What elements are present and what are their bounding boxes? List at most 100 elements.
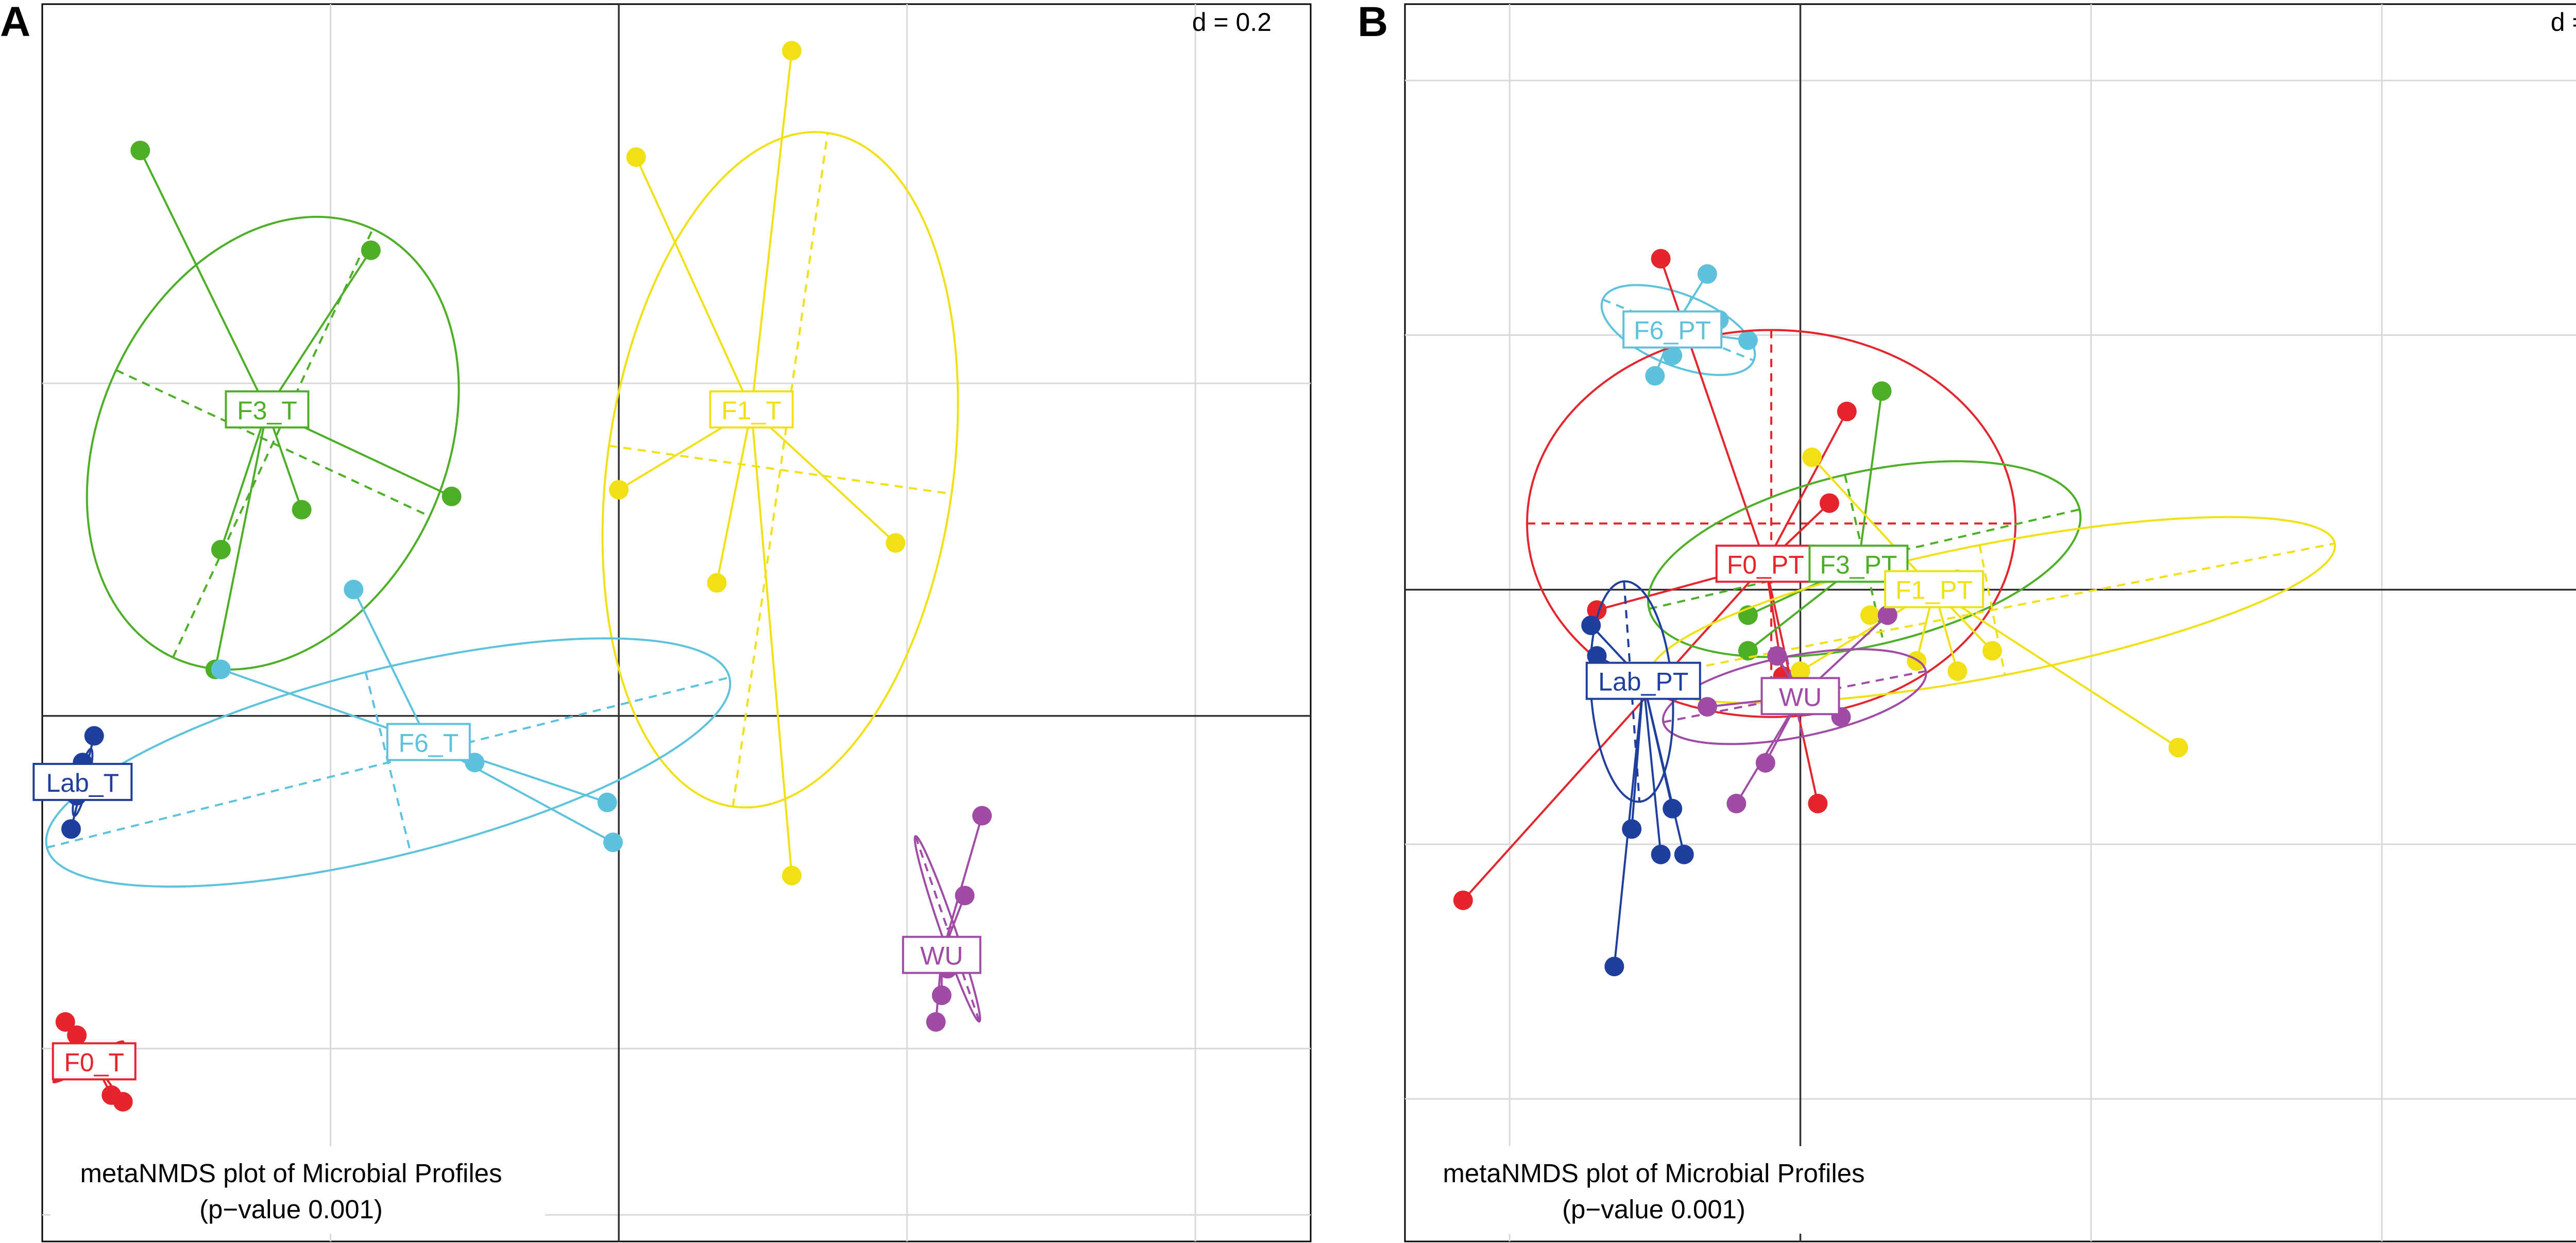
plot-frame-a: [41, 3, 1312, 1242]
group-label-text-f0-t-a: F0_T: [64, 1048, 124, 1077]
group-label-f6-pt-b: F6_PT: [1622, 310, 1723, 349]
group-lab-pt-b: [1581, 580, 1694, 977]
group-label-box-f1-t-a: [709, 390, 794, 429]
group-label-text-f3-t-a: F3_T: [237, 396, 297, 425]
group-label-f1-pt-b: F1_PT: [1884, 570, 1985, 608]
caption-line1-a: metaNMDS plot of Microbial Profiles: [80, 1159, 502, 1188]
panel-letter-a: A: [0, 0, 30, 45]
point-f1-pt-b-1: [1790, 661, 1810, 681]
plot-frame-b: [1404, 3, 2576, 1242]
point-lab-pt-b-5: [1674, 844, 1694, 864]
point-f1-pt-b-4: [1947, 661, 1968, 681]
point-f0-pt-b-6: [1453, 890, 1473, 910]
point-f0-pt-b-2: [1819, 493, 1839, 513]
group-f1-t-a: [601, 41, 959, 886]
point-wu-a-3: [931, 985, 952, 1006]
point-f3-t-a-4: [211, 539, 231, 559]
caption-line2-a: (p−value 0.001): [199, 1195, 383, 1224]
point-wu-b-2: [1697, 697, 1717, 717]
group-label-box-f0-t-a: [52, 1042, 137, 1081]
point-f1-t-a-4: [707, 573, 727, 593]
point-f1-pt-b-0: [1802, 447, 1822, 467]
spoke-f3-t-a-5: [214, 410, 268, 670]
group-label-text-f6-t-a: F6_T: [398, 728, 459, 757]
point-wu-a-1: [955, 886, 975, 906]
d-scale-label-b: d = 0.2: [2551, 8, 2576, 37]
point-f6-pt-b-6: [1645, 366, 1665, 386]
spoke-f1-t-a-5: [750, 410, 793, 876]
axes-b: [1405, 4, 2576, 1241]
point-f3-t-a-2: [442, 486, 462, 506]
point-f1-t-a-2: [609, 480, 629, 500]
spoke-f1-t-a-0: [750, 50, 793, 410]
caption-line1-b: metaNMDS plot of Microbial Profiles: [1443, 1159, 1865, 1188]
point-wu-a-0: [972, 806, 992, 826]
group-label-box-lab-pt-b: [1585, 661, 1701, 700]
group-label-box-f0-pt-b: [1715, 544, 1816, 583]
point-f0-t-a-1: [67, 1025, 87, 1045]
point-wu-b-1: [1767, 646, 1787, 666]
spoke-f0-pt-b-0: [1659, 258, 1767, 565]
group-label-box-wu-b: [1760, 677, 1840, 716]
point-f3-t-a-3: [292, 500, 312, 520]
point-f0-pt-b-0: [1651, 249, 1671, 269]
group-label-lab-t-a: Lab_T: [32, 762, 133, 801]
spoke-wu-a-0: [940, 815, 984, 956]
group-label-f1-t-a: F1_T: [709, 390, 794, 429]
group-label-text-f1-t-a: F1_T: [721, 396, 782, 425]
point-f1-t-a-5: [782, 865, 802, 886]
group-label-box-f6-pt-b: [1622, 310, 1723, 349]
ellipse-major-axis-f1-pt-b: [1649, 542, 2335, 678]
ellipse-major-axis-lab-pt-b: [1623, 581, 1641, 802]
spoke-f3-t-a-4: [220, 410, 268, 550]
spoke-f1-t-a-4: [716, 410, 753, 583]
point-lab-pt-b-2: [1622, 819, 1642, 839]
point-lab-t-a-0: [84, 726, 104, 746]
group-f3-t-a: [86, 141, 462, 679]
group-label-wu-b: WU: [1760, 677, 1840, 716]
group-label-f3-t-a: F3_T: [225, 390, 310, 429]
point-lab-pt-b-0: [1581, 615, 1601, 635]
spoke-f1-t-a-1: [635, 157, 753, 411]
spoke-f1-t-a-3: [751, 409, 896, 544]
ellipse-minor-axis-f1-pt-b: [1978, 544, 2006, 675]
spoke-f3-t-a-1: [266, 249, 372, 411]
spoke-f0-pt-b-6: [1462, 563, 1767, 901]
point-f0-pt-b-1: [1837, 401, 1857, 421]
spoke-lab-pt-b-5: [1642, 681, 1685, 855]
group-label-text-f0-pt-b: F0_PT: [1727, 550, 1804, 579]
axes-a: [42, 4, 1311, 1241]
point-f6-pt-b-4: [1738, 330, 1758, 350]
group-label-box-wu-a: [902, 935, 981, 974]
group-label-f3-pt-b: F3_PT: [1808, 544, 1909, 583]
panel-a: A F3_T F1_T F6_T Lab_T F0_T WU metaNMDS plot …: [0, 0, 1312, 1242]
point-f1-pt-b-5: [1982, 641, 2002, 661]
group-label-f0-t-a: F0_T: [52, 1042, 137, 1081]
point-f3-pt-b-4: [1738, 641, 1758, 661]
point-f1-t-a-3: [886, 533, 906, 553]
caption-bg-b: [1412, 1146, 1906, 1234]
group-wu-b: [1662, 605, 1927, 813]
point-f6-t-a-4: [603, 832, 623, 853]
group-label-wu-a: WU: [902, 935, 981, 974]
group-label-lab-pt-b: Lab_PT: [1585, 661, 1701, 700]
point-f1-t-a-1: [626, 147, 646, 167]
point-lab-pt-b-3: [1651, 844, 1671, 864]
groups-a: F3_T F1_T F6_T Lab_T F0_T WU: [32, 41, 992, 1112]
panel-letter-b: B: [1358, 0, 1388, 45]
caption-bg-a: [50, 1146, 545, 1234]
point-wu-a-4: [926, 1012, 946, 1032]
point-f1-pt-b-6: [2168, 738, 2189, 758]
spoke-f0-pt-b-1: [1764, 411, 1848, 565]
point-wu-b-0: [1877, 605, 1897, 625]
point-f6-t-a-3: [597, 792, 617, 812]
point-f1-pt-b-2: [1860, 605, 1880, 625]
spoke-f6-t-a-0: [352, 589, 430, 743]
group-label-box-f6-t-a: [386, 723, 471, 761]
point-f0-pt-b-5: [1808, 793, 1828, 813]
group-f0-t-a: [52, 1012, 133, 1112]
group-label-box-f1-pt-b: [1884, 570, 1985, 608]
